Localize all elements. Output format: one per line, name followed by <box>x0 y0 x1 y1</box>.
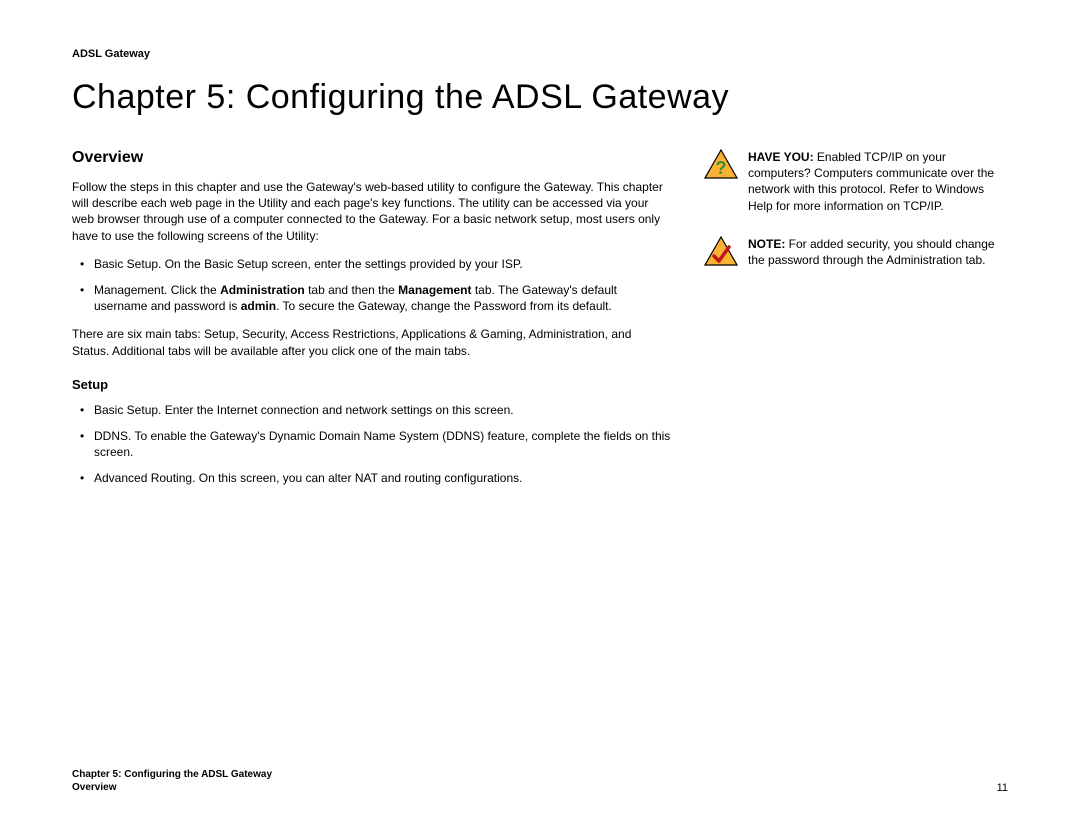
question-icon: ? <box>704 149 738 179</box>
main-column: Overview Follow the steps in this chapte… <box>72 149 672 498</box>
b2-post2: . To secure the Gateway, change the Pass… <box>276 299 612 313</box>
callout-haveyou: ? HAVE YOU: Enabled TCP/IP on your compu… <box>704 149 1008 214</box>
overview-bullets: Basic Setup. On the Basic Setup screen, … <box>72 256 672 315</box>
setup-bullet-1: Basic Setup. Enter the Internet connecti… <box>94 402 672 418</box>
note-body: For added security, you should change th… <box>748 237 995 267</box>
setup-bullets: Basic Setup. Enter the Internet connecti… <box>72 402 672 487</box>
callout-note-text: NOTE: For added security, you should cha… <box>748 236 1008 268</box>
footer-chapter: Chapter 5: Configuring the ADSL Gateway <box>72 768 272 781</box>
footer-page-number: 11 <box>997 782 1008 794</box>
setup-heading: Setup <box>72 377 672 392</box>
haveyou-label: HAVE YOU: <box>748 150 814 164</box>
b2-mgmt: Management <box>398 283 471 297</box>
overview-bullet-2: Management. Click the Administration tab… <box>94 282 672 314</box>
callout-note: NOTE: For added security, you should cha… <box>704 236 1008 268</box>
svg-text:?: ? <box>716 158 727 178</box>
overview-heading: Overview <box>72 149 672 167</box>
b2-mid: tab and then the <box>305 283 398 297</box>
content-columns: Overview Follow the steps in this chapte… <box>72 149 1008 498</box>
header-product-label: ADSL Gateway <box>72 48 1008 60</box>
side-column: ? HAVE YOU: Enabled TCP/IP on your compu… <box>704 149 1008 498</box>
b2-adminpw: admin <box>241 299 276 313</box>
page-footer: Chapter 5: Configuring the ADSL Gateway … <box>72 768 1008 794</box>
setup-bullet-2: DDNS. To enable the Gateway's Dynamic Do… <box>94 428 672 460</box>
b2-admin: Administration <box>220 283 305 297</box>
footer-section: Overview <box>72 781 272 794</box>
note-label: NOTE: <box>748 237 785 251</box>
setup-bullet-3: Advanced Routing. On this screen, you ca… <box>94 470 672 486</box>
callout-haveyou-text: HAVE YOU: Enabled TCP/IP on your compute… <box>748 149 1008 214</box>
chapter-title: Chapter 5: Configuring the ADSL Gateway <box>72 78 1008 117</box>
overview-bullet-1: Basic Setup. On the Basic Setup screen, … <box>94 256 672 272</box>
overview-intro: Follow the steps in this chapter and use… <box>72 179 672 244</box>
check-icon <box>704 236 738 266</box>
b2-pre: Management. Click the <box>94 283 220 297</box>
overview-para2: There are six main tabs: Setup, Security… <box>72 326 672 358</box>
footer-left: Chapter 5: Configuring the ADSL Gateway … <box>72 768 272 794</box>
